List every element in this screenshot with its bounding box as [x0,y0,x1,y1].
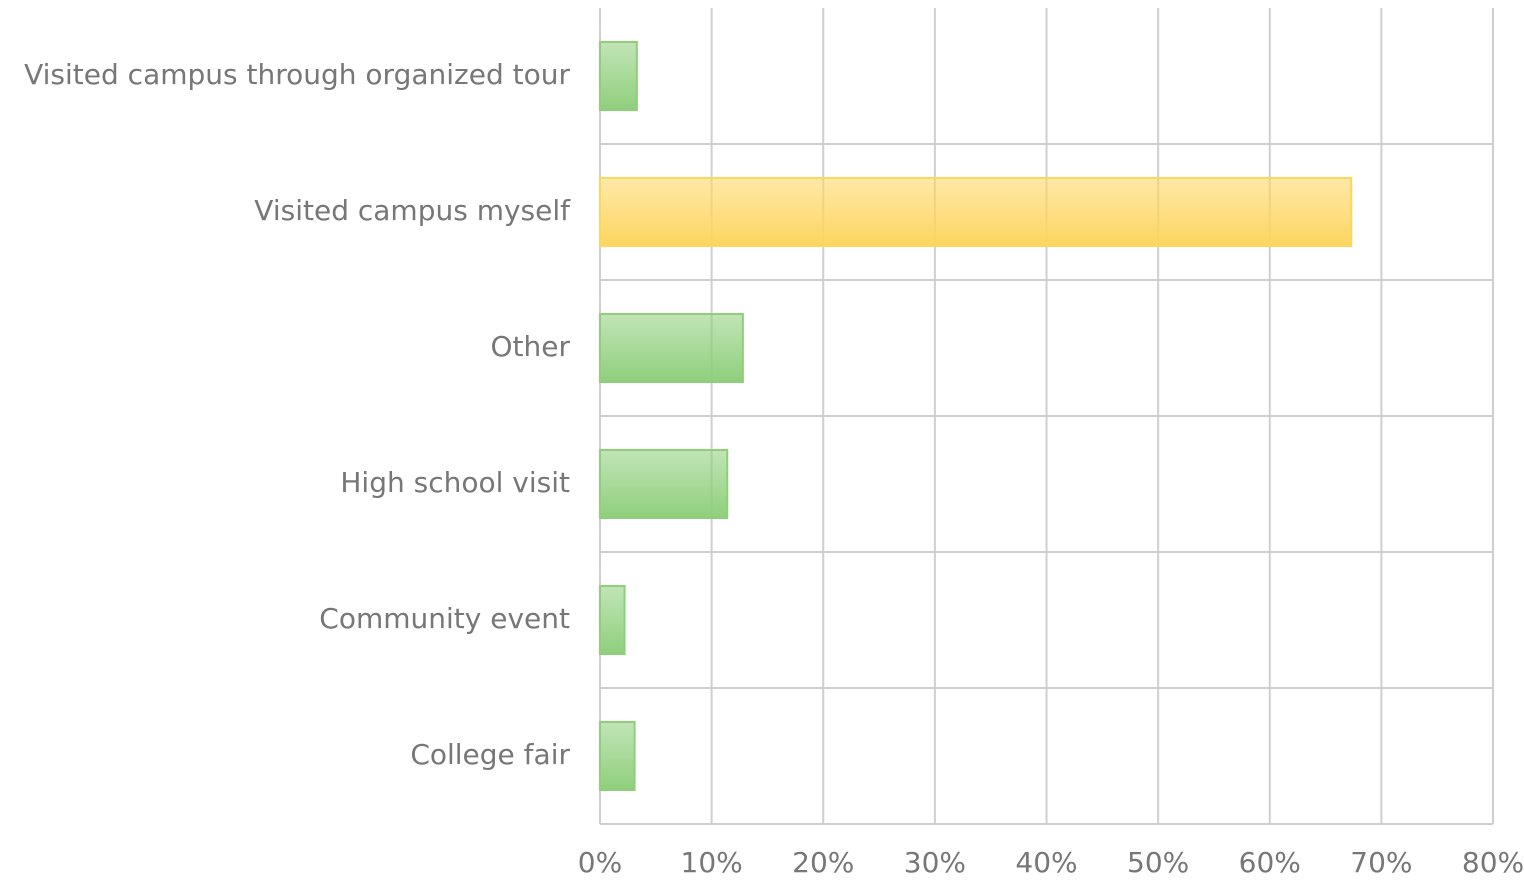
bar [599,721,636,791]
x-tick-label: 80% [1462,846,1524,879]
x-tick-label: 70% [1350,846,1412,879]
x-tick-label: 40% [1015,846,1077,879]
bar [599,585,626,655]
y-tick-label: College fair [410,738,570,771]
y-tick-label: Community event [319,602,570,635]
x-tick-label: 60% [1239,846,1301,879]
x-tick-label: 50% [1127,846,1189,879]
x-tick-label: 30% [904,846,966,879]
bar [599,41,638,111]
y-tick-label: High school visit [340,466,570,499]
bar [599,449,729,519]
x-tick-label: 20% [792,846,854,879]
y-tick-label: Visited campus myself [254,194,571,227]
bar [599,177,1353,247]
y-tick-label: Other [490,330,570,363]
bar [599,313,744,383]
x-tick-label: 0% [578,846,622,879]
x-tick-label: 10% [681,846,743,879]
y-tick-label: Visited campus through organized tour [24,58,570,91]
